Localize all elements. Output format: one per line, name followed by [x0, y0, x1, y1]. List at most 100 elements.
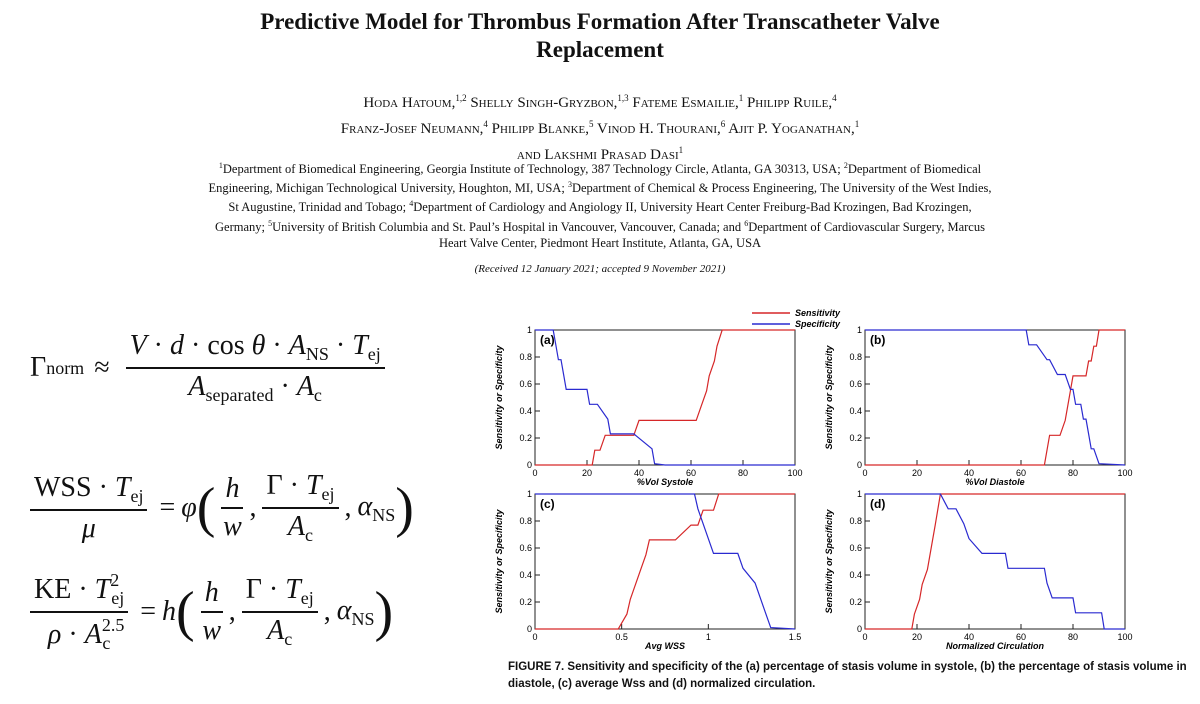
- legend-label-sensitivity: Sensitivity: [795, 308, 841, 318]
- series-line-specificity: [535, 493, 796, 630]
- y-tick-label: 0.4: [519, 570, 532, 580]
- x-tick-label: 60: [1016, 468, 1026, 478]
- x-tick-label: 0: [532, 468, 537, 478]
- plot-frame: [534, 329, 796, 466]
- x-tick-label: 0: [862, 632, 867, 642]
- chart-panel: 0 20 40 60 80 100 0 0.2 0.4 0.6 0.8 1 Normalized Cir…: [824, 489, 1133, 651]
- author: Ajit P. Yoganathan,1: [728, 119, 860, 137]
- y-tick-label: 0.8: [519, 352, 532, 362]
- author-list: Hoda Hatoum,1,2 Shelly Singh-Gryzbon,1,3…: [180, 88, 1020, 166]
- author: Philipp Blanke,5: [491, 119, 594, 137]
- x-tick-label: 100: [787, 468, 802, 478]
- chart-panel: 0 20 40 60 80 100 0 0.2 0.4 0.6 0.8 1 %Vol Diastole S…: [824, 325, 1133, 487]
- affiliation: 1Department of Biomedical Engineering, G…: [218, 161, 841, 177]
- figure-caption: FIGURE 7. Sensitivity and specificity of…: [508, 661, 1187, 690]
- x-tick-label: 80: [1068, 468, 1078, 478]
- y-tick-label: 0: [857, 460, 862, 470]
- y-axis-label: Sensitivity or Specificity: [494, 344, 504, 449]
- y-tick-label: 0.2: [849, 597, 862, 607]
- y-tick-label: 0: [857, 624, 862, 634]
- x-tick-label: 60: [1016, 632, 1026, 642]
- x-axis-label: %Vol Systole: [637, 477, 693, 487]
- x-tick-label: 20: [912, 468, 922, 478]
- y-tick-label: 0.4: [519, 406, 532, 416]
- author: Franz-Josef Neumann,4: [340, 119, 488, 137]
- series-line-sensitivity: [535, 329, 795, 466]
- y-tick-label: 0.6: [849, 379, 862, 389]
- series-line-specificity: [865, 493, 1125, 630]
- y-tick-label: 1: [527, 325, 532, 335]
- y-tick-label: 1: [857, 489, 862, 499]
- panel-label: (c): [540, 497, 555, 511]
- x-tick-label: 0.5: [615, 632, 628, 642]
- y-tick-label: 1: [527, 489, 532, 499]
- x-axis-label: Avg WSS: [644, 641, 685, 651]
- x-tick-label: 0: [862, 468, 867, 478]
- y-tick-label: 1: [857, 325, 862, 335]
- x-tick-label: 80: [1068, 632, 1078, 642]
- x-tick-label: 0: [532, 632, 537, 642]
- affiliations: 1Department of Biomedical Engineering, G…: [205, 158, 995, 251]
- plot-frame: [864, 493, 1126, 630]
- x-tick-label: 100: [1117, 468, 1132, 478]
- y-tick-label: 0.6: [519, 379, 532, 389]
- y-tick-label: 0.2: [849, 433, 862, 443]
- x-tick-label: 40: [634, 468, 644, 478]
- y-axis-label: Sensitivity or Specificity: [824, 344, 834, 449]
- affiliation: 6Department of Cardiovascular Surgery, M…: [438, 218, 985, 250]
- legend-label-specificity: Specificity: [795, 319, 841, 329]
- x-axis-label: %Vol Diastole: [965, 477, 1024, 487]
- plot-frame: [534, 493, 796, 630]
- author: Vinod H. Thourani,6: [596, 119, 726, 137]
- x-tick-label: 40: [964, 468, 974, 478]
- x-axis-label: Normalized Circulation: [946, 641, 1045, 651]
- y-tick-label: 0.8: [849, 352, 862, 362]
- plot-frame: [864, 329, 1126, 466]
- x-tick-label: 1: [706, 632, 711, 642]
- x-tick-label: 40: [964, 632, 974, 642]
- paper-title: Predictive Model for Thrombus Formation …: [260, 9, 940, 62]
- author: Philipp Ruile,4: [746, 93, 837, 111]
- series-line-sensitivity: [535, 493, 795, 630]
- series-line-specificity: [535, 329, 795, 466]
- x-tick-label: 20: [582, 468, 592, 478]
- author: and Lakshmi Prasad Dasi1: [516, 145, 684, 163]
- affiliation: 4Department of Cardiology and Angiology …: [215, 199, 972, 234]
- affiliation: 2Department of Biomedical Engineering, M…: [208, 161, 982, 196]
- y-tick-label: 0.2: [519, 597, 532, 607]
- affiliation: 3Department of Chemical & Process Engine…: [228, 180, 992, 215]
- received-date: (Received 12 January 2021; accepted 9 No…: [474, 263, 726, 275]
- series-line-specificity: [865, 329, 1126, 466]
- x-tick-label: 20: [912, 632, 922, 642]
- x-tick-label: 100: [1117, 632, 1132, 642]
- author: Hoda Hatoum,1,2: [363, 93, 467, 111]
- y-tick-label: 0: [527, 624, 532, 634]
- y-tick-label: 0.4: [849, 406, 862, 416]
- y-tick-label: 0: [527, 460, 532, 470]
- y-axis-label: Sensitivity or Specificity: [824, 508, 834, 613]
- series-line-sensitivity: [865, 329, 1125, 466]
- author: Fateme Esmailie,1: [632, 93, 744, 111]
- panel-label: (b): [870, 333, 885, 347]
- y-tick-label: 0.8: [849, 516, 862, 526]
- figure-legend: Sensitivity Specificity: [752, 308, 841, 329]
- panel-label: (d): [870, 497, 885, 511]
- y-tick-label: 0.2: [519, 433, 532, 443]
- x-tick-label: 80: [738, 468, 748, 478]
- chart-panel: 0 0.5 1 1.5 0 0.2 0.4 0.6 0.8 1 Avg WSS Sensitivity…: [494, 489, 801, 651]
- series-line-sensitivity: [865, 493, 1125, 630]
- chart-panel: 0 20 40 60 80 100 0 0.2 0.4 0.6 0.8 1 %Vol Systole Se…: [494, 325, 803, 487]
- author: Shelly Singh-Gryzbon,1,3: [470, 93, 629, 111]
- y-axis-label: Sensitivity or Specificity: [494, 508, 504, 613]
- y-tick-label: 0.4: [849, 570, 862, 580]
- x-tick-label: 60: [686, 468, 696, 478]
- y-tick-label: 0.8: [519, 516, 532, 526]
- y-tick-label: 0.6: [849, 543, 862, 553]
- y-tick-label: 0.6: [519, 543, 532, 553]
- x-tick-label: 1.5: [789, 632, 802, 642]
- figure-7: Sensitivity Specificity 0 20 40 60 80 10000.2…: [494, 308, 1133, 651]
- affiliation: 5University of British Columbia and St. …: [268, 218, 742, 234]
